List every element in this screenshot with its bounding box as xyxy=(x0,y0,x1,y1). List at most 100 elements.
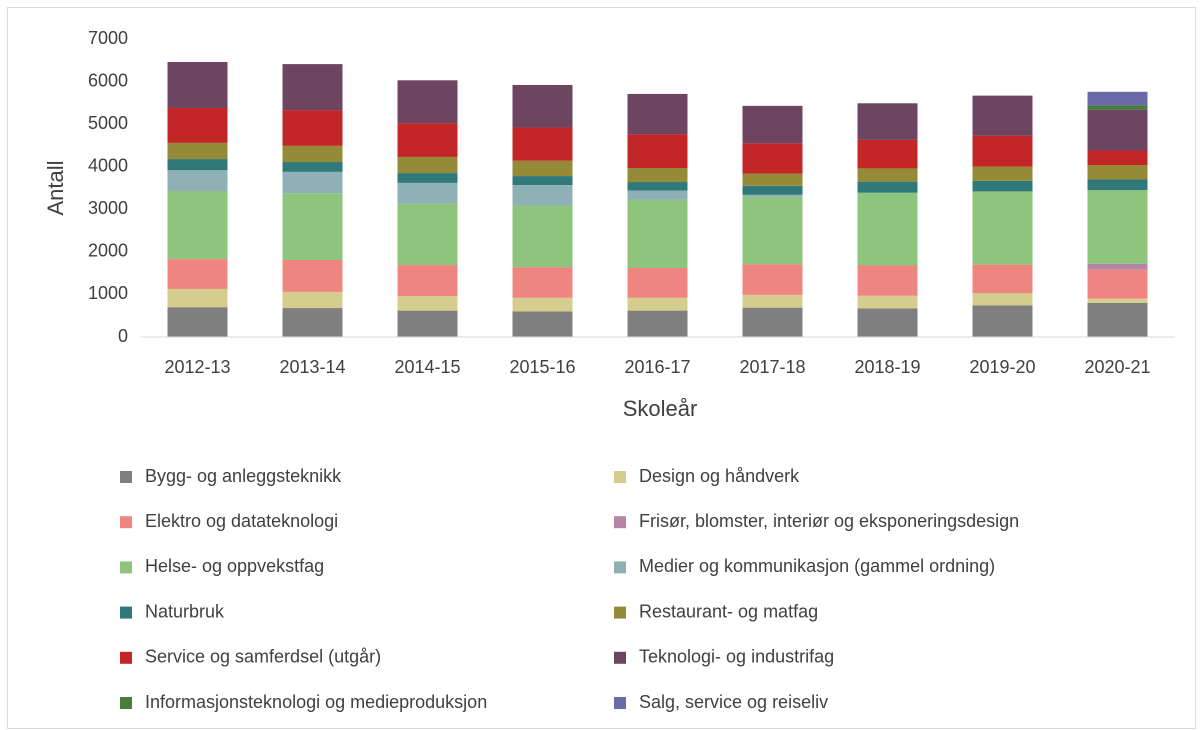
y-tick-label: 4000 xyxy=(88,155,128,175)
bar-segment xyxy=(397,265,458,297)
bar-segment xyxy=(972,293,1033,306)
legend-label: Salg, service og reiseliv xyxy=(639,692,828,712)
bar-segment xyxy=(512,176,573,186)
bar-segment xyxy=(972,135,1033,167)
bar-segment xyxy=(742,173,803,186)
bar-segment xyxy=(972,95,1033,136)
bar-segment xyxy=(742,185,803,195)
legend-swatch xyxy=(614,516,626,529)
legend-swatch xyxy=(120,651,132,664)
x-tick-label: 2013-14 xyxy=(279,357,345,377)
bar-segment xyxy=(167,288,228,308)
bar-segment xyxy=(397,173,458,183)
bar-segment xyxy=(1087,150,1148,166)
y-tick-label: 7000 xyxy=(88,28,128,48)
x-tick-label: 2017-18 xyxy=(739,357,805,377)
legend-swatch xyxy=(614,651,626,664)
bar-segment xyxy=(742,196,803,265)
bar-segment xyxy=(282,193,343,260)
bar-segment xyxy=(1087,165,1148,180)
x-tick-label: 2016-17 xyxy=(624,357,690,377)
y-tick-label: 3000 xyxy=(88,198,128,218)
bar-segment xyxy=(167,307,228,337)
legend-label: Medier og kommunikasjon (gammel ordning) xyxy=(639,556,995,576)
bar-segment xyxy=(397,310,458,337)
bar-segment xyxy=(972,305,1033,337)
bar-segment xyxy=(512,267,573,298)
bar-segment xyxy=(167,190,228,260)
y-tick-label: 0 xyxy=(118,326,128,346)
bar-segment xyxy=(742,264,803,295)
bar-segment xyxy=(282,64,343,111)
x-tick-label: 2019-20 xyxy=(969,357,1035,377)
bar-segment xyxy=(972,166,1033,181)
bar-segment xyxy=(167,142,228,160)
bar-segment xyxy=(627,297,688,311)
legend-label: Restaurant- og matfag xyxy=(639,601,818,621)
bar-segment xyxy=(742,105,803,144)
legend-swatch xyxy=(120,516,132,529)
bar-segment xyxy=(167,107,228,143)
x-tick-label: 2014-15 xyxy=(394,357,460,377)
legend-label: Helse- og oppvekstfag xyxy=(145,556,324,576)
bar-segment xyxy=(1087,298,1148,303)
bar-segment xyxy=(397,296,458,311)
bar-segment xyxy=(742,294,803,308)
legend-label: Naturbruk xyxy=(145,601,225,621)
y-axis-title: Antall xyxy=(43,160,68,215)
bar-segment xyxy=(627,182,688,191)
legend-swatch xyxy=(120,606,132,619)
bar-segment xyxy=(857,295,918,309)
bar-segment xyxy=(512,205,573,268)
bar-segment xyxy=(397,156,458,174)
bar-segment xyxy=(167,61,228,108)
bar-segment xyxy=(857,265,918,296)
bar-segment xyxy=(972,180,1033,192)
bar-segment xyxy=(1087,190,1148,264)
y-tick-label: 6000 xyxy=(88,70,128,90)
bar-segment xyxy=(627,93,688,135)
bar-segment xyxy=(627,167,688,183)
bar-segment xyxy=(282,291,343,309)
x-tick-label: 2012-13 xyxy=(164,357,230,377)
bar-segment xyxy=(742,307,803,337)
bar-segment xyxy=(972,191,1033,265)
bar-segment xyxy=(627,310,688,337)
bar-segment xyxy=(397,80,458,124)
legend-label: Elektro og datateknologi xyxy=(145,511,338,531)
bar-segment xyxy=(857,103,918,140)
y-tick-label: 1000 xyxy=(88,283,128,303)
bar-segment xyxy=(512,185,573,206)
bar-segment xyxy=(282,171,343,194)
bar-segment xyxy=(627,190,688,200)
bar-segment xyxy=(1087,269,1148,299)
legend-label: Service og samferdsel (utgår) xyxy=(145,647,381,667)
bar-segment xyxy=(857,192,918,266)
bar-segment xyxy=(627,134,688,168)
bar-segment xyxy=(627,268,688,298)
legend-label: Informasjonsteknologi og medieproduksjon xyxy=(145,692,487,712)
bar-segment xyxy=(282,162,343,172)
legend-swatch xyxy=(120,561,132,574)
bar-segment xyxy=(167,170,228,191)
bar-segment xyxy=(397,182,458,204)
bar-segment xyxy=(857,139,918,169)
bar-segment xyxy=(1087,302,1148,337)
legend-label: Teknologi- og industrifag xyxy=(639,647,834,667)
bar-segment xyxy=(512,297,573,312)
legend-swatch xyxy=(614,606,626,619)
legend-swatch xyxy=(120,697,132,709)
y-tick-label: 5000 xyxy=(88,113,128,133)
bar-segment xyxy=(857,308,918,337)
x-axis-title: Skoleår xyxy=(623,396,698,421)
bar-segment xyxy=(512,127,573,161)
bar-segment xyxy=(397,123,458,157)
bar-segment xyxy=(1087,105,1148,110)
bar-segment xyxy=(1087,263,1148,270)
bar-segment xyxy=(282,259,343,292)
x-tick-label: 2020-21 xyxy=(1084,357,1150,377)
bar-segment xyxy=(1087,91,1148,106)
legend-swatch xyxy=(614,697,626,709)
bar-segment xyxy=(167,159,228,171)
